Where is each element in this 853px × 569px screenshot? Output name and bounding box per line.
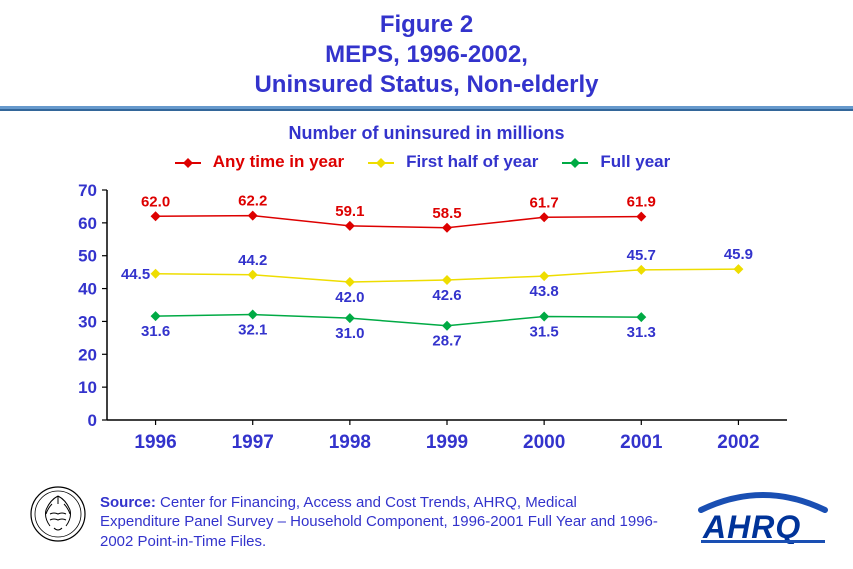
source-text: Center for Financing, Access and Cost Tr… <box>100 494 658 550</box>
data-label: 45.9 <box>723 246 752 263</box>
title-line-2: MEPS, 1996-2002, <box>0 40 853 70</box>
data-marker <box>247 270 257 280</box>
y-tick-label: 20 <box>78 345 97 364</box>
hhs-logo-icon <box>28 484 88 549</box>
series-line <box>155 216 641 228</box>
data-marker <box>344 313 354 323</box>
figure-title: Figure 2 MEPS, 1996-2002, Uninsured Stat… <box>0 0 853 100</box>
data-label: 44.5 <box>120 266 149 283</box>
data-marker <box>442 321 452 331</box>
x-tick-label: 1997 <box>231 432 273 453</box>
data-marker <box>539 212 549 222</box>
data-marker <box>636 312 646 322</box>
data-marker <box>636 212 646 222</box>
chart-svg: 0 10 20 30 40 50 60 70 1996 1997 1998 1999 2000 2001 2… <box>47 180 807 460</box>
y-tick-label: 70 <box>78 181 97 200</box>
data-marker <box>247 310 257 320</box>
source-label: Source: <box>100 494 156 511</box>
data-marker <box>344 221 354 231</box>
data-label: 61.9 <box>626 194 655 211</box>
source-citation: Source: Center for Financing, Access and… <box>100 493 660 552</box>
data-marker <box>539 312 549 322</box>
x-tick-label: 2000 <box>523 432 565 453</box>
legend-label: Full year <box>600 152 670 171</box>
title-line-1: Figure 2 <box>0 10 853 40</box>
legend-item: Any time in year <box>175 152 352 171</box>
x-tick-label: 2001 <box>620 432 663 453</box>
data-label: 44.2 <box>238 252 267 269</box>
line-chart: 0 10 20 30 40 50 60 70 1996 1997 1998 1999 2000 2001 2… <box>47 180 807 460</box>
data-label: 31.5 <box>529 324 558 341</box>
legend-label: First half of year <box>406 152 538 171</box>
legend-item: First half of year <box>368 152 546 171</box>
data-label: 31.0 <box>335 325 364 342</box>
data-marker <box>539 271 549 281</box>
title-divider <box>0 106 853 111</box>
chart-legend: Any time in year First half of year Full y… <box>0 152 853 172</box>
chart-subtitle: Number of uninsured in millions <box>0 123 853 144</box>
data-label: 61.7 <box>529 194 558 211</box>
data-label: 58.5 <box>432 205 461 222</box>
y-tick-label: 40 <box>78 280 97 299</box>
legend-item: Full year <box>562 152 678 171</box>
data-label: 62.0 <box>140 193 169 210</box>
x-tick-label: 1996 <box>134 432 176 453</box>
y-tick-label: 50 <box>78 247 97 266</box>
data-marker <box>442 275 452 285</box>
data-marker <box>150 269 160 279</box>
data-label: 31.3 <box>626 324 655 341</box>
data-marker <box>636 265 646 275</box>
x-tick-label: 2002 <box>717 432 759 453</box>
data-marker <box>733 264 743 274</box>
y-tick-label: 10 <box>78 378 97 397</box>
x-tick-label: 1999 <box>425 432 467 453</box>
data-marker <box>442 223 452 233</box>
data-label: 42.0 <box>335 289 364 306</box>
data-label: 32.1 <box>238 322 267 339</box>
x-tick-label: 1998 <box>328 432 370 453</box>
ahrq-logo-text: AHRQ <box>702 509 801 544</box>
data-marker <box>247 211 257 221</box>
data-label: 62.2 <box>238 193 267 210</box>
ahrq-logo-icon: AHRQ <box>693 488 833 549</box>
data-marker <box>150 311 160 321</box>
data-label: 43.8 <box>529 283 558 300</box>
y-tick-label: 30 <box>78 312 97 331</box>
series-line <box>155 315 641 326</box>
data-label: 28.7 <box>432 333 461 350</box>
data-label: 31.6 <box>140 323 169 340</box>
data-marker <box>344 277 354 287</box>
y-tick-label: 60 <box>78 214 97 233</box>
y-tick-label: 0 <box>87 411 96 430</box>
data-label: 42.6 <box>432 287 461 304</box>
data-marker <box>150 211 160 221</box>
data-label: 45.7 <box>626 247 655 264</box>
legend-label: Any time in year <box>213 152 344 171</box>
data-label: 59.1 <box>335 203 364 220</box>
title-line-3: Uninsured Status, Non-elderly <box>0 70 853 100</box>
